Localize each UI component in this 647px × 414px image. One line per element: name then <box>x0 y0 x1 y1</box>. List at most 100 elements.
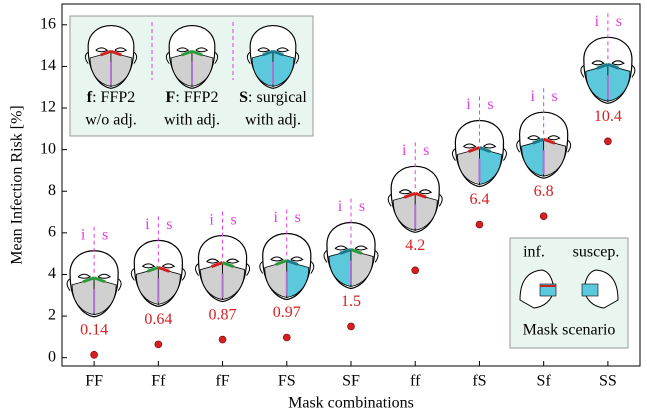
legend-text: : FFP2 <box>175 89 218 106</box>
face-icon <box>195 235 251 303</box>
point <box>282 333 291 342</box>
eyes <box>257 47 290 53</box>
clip-right <box>478 146 491 153</box>
face-label-s: s <box>359 198 365 215</box>
clip-left <box>146 265 159 273</box>
x-tick-label: ff <box>410 373 421 390</box>
clip-right <box>607 62 620 70</box>
face-label-i: i <box>338 198 343 215</box>
face-label-s: s <box>487 96 493 113</box>
point <box>154 340 163 349</box>
legend-line2: with adj. <box>164 112 220 129</box>
value-label: 1.5 <box>341 293 361 310</box>
x-tick-label: fS <box>472 373 486 390</box>
y-tick-label: 6 <box>48 224 56 241</box>
mask-right <box>157 267 181 305</box>
face-icon <box>66 250 122 318</box>
y-tick-label: 0 <box>48 348 56 365</box>
clip-left <box>339 248 352 255</box>
eyes <box>176 47 209 53</box>
mask-right <box>350 249 374 287</box>
clip-right <box>286 259 299 266</box>
face-icon <box>451 120 507 188</box>
mask-right <box>543 139 567 177</box>
point <box>218 335 227 344</box>
clip-left <box>596 62 609 70</box>
mask-left <box>328 249 352 287</box>
ear <box>451 148 507 161</box>
ear <box>66 278 122 292</box>
legend-line1: S: surgical <box>239 89 307 106</box>
inset-mask-r <box>581 283 599 297</box>
x-tick-label: SF <box>342 373 360 390</box>
mask-right <box>110 51 133 87</box>
face-label-s: s <box>102 226 108 243</box>
y-axis-label: Mean Infection Risk [%] <box>9 105 26 265</box>
clip-left <box>100 49 112 57</box>
face-label-s: s <box>295 209 301 226</box>
mask-right <box>222 263 245 301</box>
point <box>90 350 98 359</box>
inset-susceptible: suscep. <box>573 244 620 261</box>
eyes <box>527 135 561 141</box>
clip-right <box>543 137 556 145</box>
eyes <box>95 47 128 53</box>
mask-left <box>585 64 609 102</box>
inset-heads <box>519 269 619 309</box>
point <box>604 137 612 146</box>
mask-right <box>479 148 502 186</box>
face-label-i: i <box>402 142 407 159</box>
eyes <box>463 143 497 149</box>
face-icon <box>516 111 572 179</box>
y-tick-label: 10 <box>40 140 56 157</box>
ear <box>195 263 251 276</box>
clip-right <box>93 276 106 284</box>
legend-text: : surgical <box>248 89 307 106</box>
face-icon <box>84 25 138 89</box>
ear <box>165 51 219 64</box>
mask-left <box>392 193 416 231</box>
mask-right <box>607 64 631 102</box>
clip-right <box>157 265 170 273</box>
face-label-i: i <box>209 211 214 228</box>
clip-left <box>532 137 545 145</box>
clip-left <box>211 261 224 268</box>
legend-line2: w/o adj. <box>85 112 137 129</box>
clip-left <box>275 259 288 266</box>
mask-left <box>264 260 288 298</box>
value-label: 0.97 <box>273 304 301 321</box>
ear <box>580 64 636 78</box>
ear <box>516 139 572 153</box>
face-icon <box>323 222 379 290</box>
face-label-i: i <box>466 96 471 113</box>
ear <box>84 51 138 64</box>
clip-right <box>222 261 235 268</box>
x-tick-label: FF <box>85 373 103 390</box>
face-label-s: s <box>166 216 172 233</box>
mask-right <box>272 51 295 87</box>
x-tick-label: Ff <box>151 373 166 390</box>
mask-left <box>457 148 480 186</box>
ear <box>246 51 300 64</box>
eyes <box>206 258 240 264</box>
eyes <box>334 245 368 251</box>
x-tick-label: SS <box>599 373 617 390</box>
value-label: 0.87 <box>209 306 237 323</box>
face-icon <box>580 36 636 104</box>
mask-left <box>521 139 545 177</box>
value-label: 0.64 <box>144 311 172 328</box>
face-icon <box>246 25 300 89</box>
ear <box>259 261 315 274</box>
mask-left <box>71 278 95 316</box>
face-label-s: s <box>230 211 236 228</box>
inset-infected: inf. <box>523 244 545 261</box>
y-tick-label: 12 <box>40 99 56 116</box>
x-tick-label: FS <box>278 373 296 390</box>
clip-right <box>414 191 427 199</box>
mask-right <box>286 260 310 298</box>
value-label: 4.2 <box>405 237 425 254</box>
point <box>475 220 484 229</box>
clip-left <box>467 146 480 153</box>
mask-left <box>200 263 223 301</box>
